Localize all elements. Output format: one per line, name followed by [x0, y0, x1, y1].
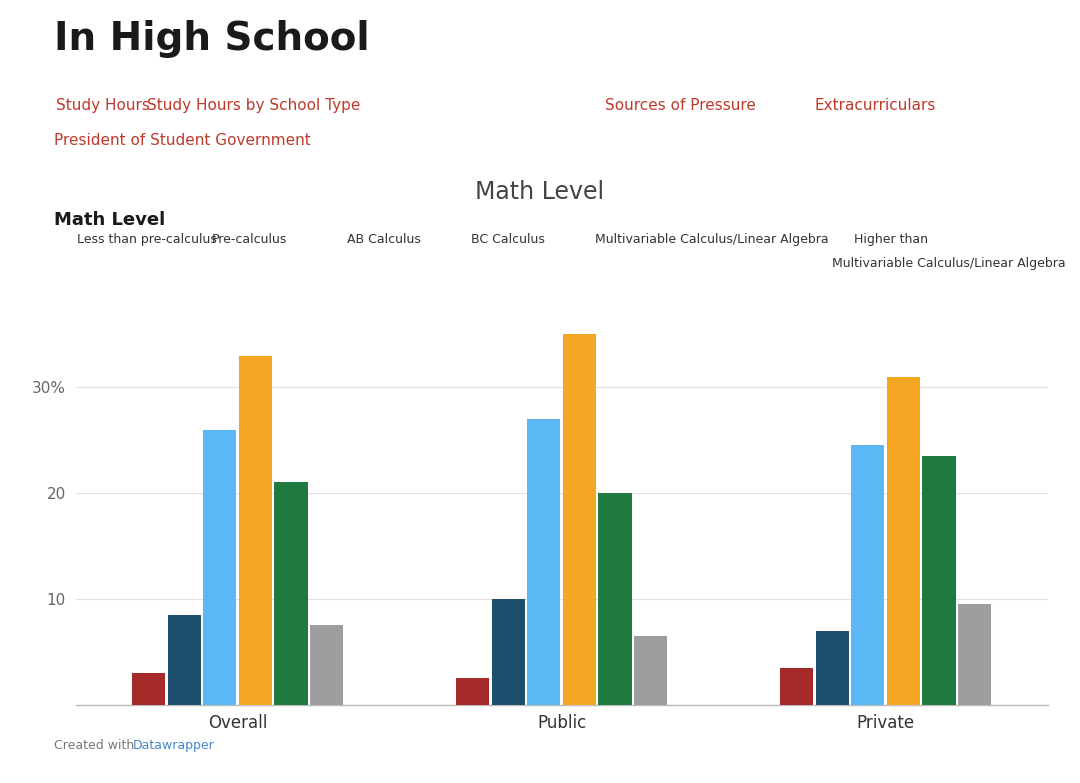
Bar [239, 355, 272, 705]
Bar [887, 377, 920, 705]
Text: Sources of Pressure: Sources of Pressure [605, 98, 756, 114]
Bar [922, 456, 956, 705]
Bar [132, 673, 165, 705]
Text: In High School: In High School [54, 20, 369, 58]
Bar [634, 636, 667, 705]
Text: Extracurriculars: Extracurriculars [814, 98, 935, 114]
Bar [598, 493, 632, 705]
Text: Multivariable Calculus/Linear Algebra: Multivariable Calculus/Linear Algebra [832, 257, 1065, 270]
Text: Study Hours by School Type: Study Hours by School Type [147, 98, 361, 114]
Text: President of Student Government: President of Student Government [54, 133, 311, 149]
Bar [491, 599, 525, 705]
Bar [563, 334, 596, 705]
Bar [203, 430, 237, 705]
Text: Math Level: Math Level [54, 211, 165, 229]
Text: Pre-calculus: Pre-calculus [212, 233, 287, 247]
Bar [527, 419, 561, 705]
Text: Math Level: Math Level [475, 180, 605, 204]
Bar [851, 446, 885, 705]
Bar [274, 482, 308, 705]
Text: Datawrapper: Datawrapper [133, 738, 215, 752]
Bar [815, 630, 849, 705]
Bar [456, 678, 489, 705]
Bar [780, 668, 813, 705]
Text: Higher than: Higher than [854, 233, 929, 247]
Text: Math Level: Math Level [444, 98, 539, 114]
Bar [958, 604, 991, 705]
Text: Multivariable Calculus/Linear Algebra: Multivariable Calculus/Linear Algebra [595, 233, 828, 247]
Text: Less than pre-calculus: Less than pre-calculus [77, 233, 217, 247]
Bar [167, 615, 201, 705]
Text: Created with: Created with [54, 738, 138, 752]
Text: BC Calculus: BC Calculus [471, 233, 544, 247]
Bar [310, 626, 343, 705]
Text: AB Calculus: AB Calculus [347, 233, 420, 247]
Text: Study Hours: Study Hours [56, 98, 149, 114]
